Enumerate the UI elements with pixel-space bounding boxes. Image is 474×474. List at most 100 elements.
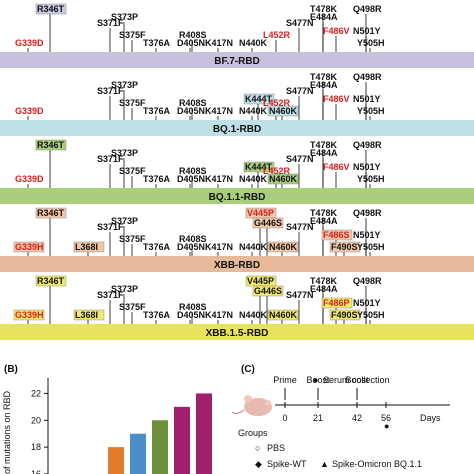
mutation-highlight — [243, 93, 275, 105]
mutation-label: S373P — [111, 80, 138, 90]
mutation-label: F486V — [323, 94, 350, 104]
mutation-label: S371F — [97, 222, 124, 232]
mutation-highlight — [252, 285, 284, 297]
mutation-highlight — [329, 241, 361, 253]
mutation-label: N440K — [239, 242, 268, 252]
mutation-highlight — [13, 241, 45, 253]
mutation-label: L452R — [263, 98, 291, 108]
mutation-label: R408S — [179, 302, 207, 312]
rbd-bar-name: XBB-RBD — [214, 260, 260, 271]
mutation-label: F486S — [323, 230, 350, 240]
mutation-label: R346T — [37, 4, 65, 14]
mutation-label: G446S — [254, 218, 282, 228]
mutation-label: Q498R — [353, 276, 382, 286]
mutation-label: F486P — [323, 298, 350, 308]
mutation-label: N460K — [269, 310, 298, 320]
mutation-label: T478K — [310, 140, 338, 150]
mutation-label: E484A — [310, 216, 338, 226]
mutation-label: K417N — [205, 106, 233, 116]
panel-b: (B) of mutations on RBD 22 20 18 16 — [2, 364, 212, 474]
rbd-bar-name: BF.7-RBD — [214, 56, 260, 67]
mutation-label: Y505H — [357, 174, 385, 184]
mutation-label: E484A — [310, 148, 338, 158]
mutation-label: D405N — [177, 38, 205, 48]
groups-title: Groups — [238, 428, 268, 438]
rbd-bar — [0, 188, 474, 204]
panel-c-tag: (C) — [241, 364, 255, 375]
mutation-label: N501Y — [353, 230, 381, 240]
mutation-label: Y505H — [357, 106, 385, 116]
panel-b-ylabel: of mutations on RBD — [2, 390, 12, 474]
mutation-label: L368I — [75, 242, 98, 252]
mutation-label: T376A — [143, 242, 171, 252]
rbd-bar — [0, 324, 474, 340]
mutation-label: K444T — [245, 162, 273, 172]
days-label: Days — [420, 413, 441, 423]
serum-collection-label: Serum collection — [323, 375, 390, 385]
mutation-label: F486V — [323, 26, 350, 36]
timeline-step: Boost — [345, 375, 369, 385]
timeline-step: Prime — [273, 375, 297, 385]
mutation-label: D405N — [177, 106, 205, 116]
mutation-label: S373P — [111, 12, 138, 22]
mutation-label: R346T — [37, 208, 65, 218]
panel-b-tag: (B) — [4, 364, 18, 375]
mutation-label: V445P — [247, 276, 274, 286]
mutation-label: Y505H — [357, 38, 385, 48]
mutation-label: S375F — [119, 30, 146, 40]
mutation-label: Y505H — [357, 242, 385, 252]
mutation-label: N501Y — [353, 26, 381, 36]
mutation-label: F490S — [331, 242, 358, 252]
mutation-label: N440K — [239, 106, 268, 116]
mutation-label: Y505H — [357, 310, 385, 320]
mutation-highlight — [321, 297, 353, 309]
mutation-label: S371F — [97, 154, 124, 164]
mutation-label: S477N — [286, 154, 314, 164]
mutation-label: T376A — [143, 38, 171, 48]
rbd-bar — [0, 120, 474, 136]
rbd-bar — [0, 256, 474, 272]
mutation-label: T478K — [310, 72, 338, 82]
mutation-label: D405N — [177, 174, 205, 184]
mutation-label: K417N — [205, 242, 233, 252]
mutation-highlight — [73, 309, 105, 321]
mutation-label: S375F — [119, 302, 146, 312]
groups-legend: Groups ○ PBS ◆ Spike-WT ▲ Spike-Omicron BQ.1.1 — [238, 428, 422, 469]
mutation-label: D405N — [177, 310, 205, 320]
mutation-highlight — [267, 173, 299, 185]
mutation-label: S477N — [286, 18, 314, 28]
serum-drop-icon: ● — [313, 375, 318, 385]
bar-BQ.1 — [130, 433, 146, 474]
mouse-icon — [231, 395, 272, 416]
mutation-label: N501Y — [353, 94, 381, 104]
mutation-label: R346T — [37, 276, 65, 286]
y-tick-label: 16 — [31, 469, 41, 474]
mutation-highlight — [35, 139, 67, 151]
group-marker-icon: ○ — [255, 443, 260, 453]
mutation-label: L452R — [263, 30, 291, 40]
panel-b-bars — [108, 393, 212, 474]
mutation-highlight — [267, 105, 299, 117]
y-tick-label: 20 — [31, 415, 41, 425]
mutation-highlight — [243, 161, 275, 173]
mutation-highlight — [73, 241, 105, 253]
mutation-label: N460K — [269, 106, 298, 116]
mutation-label: R408S — [179, 234, 207, 244]
mutation-highlight — [267, 309, 299, 321]
mutation-label: K417N — [205, 38, 233, 48]
mutation-highlight — [267, 241, 299, 253]
mutation-label: Q498R — [353, 72, 382, 82]
mutation-label: E484A — [310, 80, 338, 90]
mutation-label: Q498R — [353, 208, 382, 218]
mutation-label: G339H — [15, 310, 44, 320]
mutation-label: D405N — [177, 242, 205, 252]
group-marker-icon: ◆ — [255, 459, 262, 469]
y-tick-label: 18 — [31, 442, 41, 452]
serum-drop-icon-2: ● — [384, 421, 389, 431]
mutation-label: L452R — [263, 166, 291, 176]
